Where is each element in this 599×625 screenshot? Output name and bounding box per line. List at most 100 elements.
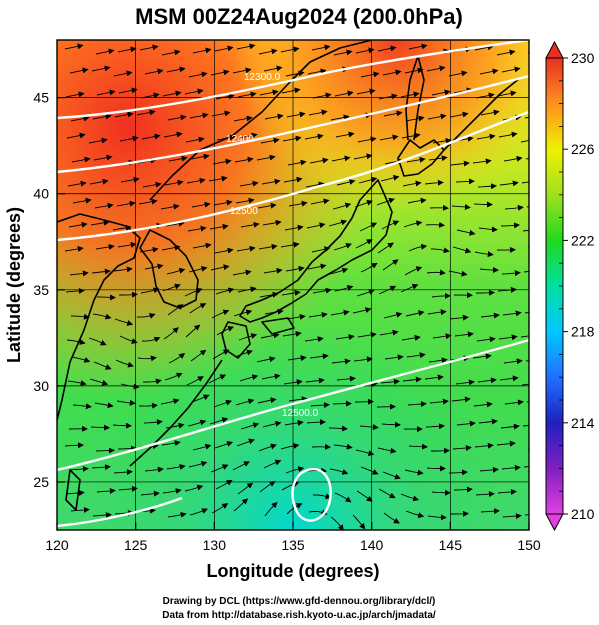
streamline-arrow bbox=[528, 93, 529, 94]
streamline-arrow bbox=[425, 423, 445, 430]
streamline-arrow bbox=[473, 201, 493, 208]
streamline-arrow bbox=[452, 444, 472, 451]
streamline-arrow bbox=[287, 355, 307, 362]
streamline-arrow bbox=[452, 246, 472, 254]
streamline-arrow bbox=[427, 309, 447, 316]
streamline-arrow bbox=[259, 481, 276, 493]
contour-label-12300: 12300.0 bbox=[244, 72, 281, 83]
colorbar-tick-label-218: 218 bbox=[571, 324, 595, 340]
streamline-arrow bbox=[499, 180, 519, 187]
streamline-arrow bbox=[524, 514, 529, 516]
streamline-arrow bbox=[476, 133, 496, 140]
streamline-arrow bbox=[330, 516, 344, 530]
streamline-arrow bbox=[216, 326, 235, 336]
streamline-arrow bbox=[235, 197, 255, 204]
streamline-arrow bbox=[383, 512, 400, 524]
coastline-japan-shikoku bbox=[261, 317, 295, 335]
streamline-arrow bbox=[431, 292, 451, 299]
streamline-arrow bbox=[281, 481, 300, 491]
streamline-arrow bbox=[71, 356, 91, 363]
streamline-arrow bbox=[378, 488, 396, 499]
streamline-arrow bbox=[262, 420, 282, 428]
streamline-arrow bbox=[504, 399, 524, 406]
streamline-arrow bbox=[118, 87, 138, 94]
streamline-arrow bbox=[360, 466, 379, 475]
streamline-arrow bbox=[408, 443, 428, 450]
colorbar-tick-label-226: 226 bbox=[571, 141, 595, 157]
streamline-arrow bbox=[70, 506, 90, 513]
streamline-arrow bbox=[404, 67, 424, 74]
streamline-arrow bbox=[503, 358, 523, 365]
streamline-arrow bbox=[287, 159, 307, 166]
streamline-arrow bbox=[211, 503, 229, 514]
streamline-arrow bbox=[119, 335, 138, 344]
streamline-arrow bbox=[215, 287, 235, 295]
streamline-arrow bbox=[211, 309, 230, 319]
map-title: MSM 00Z24Aug2024 (200.0hPa) bbox=[135, 4, 463, 29]
streamline-arrow bbox=[184, 88, 204, 95]
streamline-arrow bbox=[236, 245, 256, 252]
streamline-arrow bbox=[450, 160, 470, 167]
streamline-arrow bbox=[308, 109, 328, 116]
streamline-arrow bbox=[503, 155, 523, 162]
streamline-arrow bbox=[64, 442, 84, 449]
streamline-arrow bbox=[119, 135, 139, 142]
streamline-arrow bbox=[261, 178, 281, 185]
streamline-arrow bbox=[69, 67, 89, 74]
streamline-arrow bbox=[264, 113, 284, 120]
streamline-arrow bbox=[137, 355, 157, 362]
streamline-arrow bbox=[498, 334, 518, 341]
streamline-arrow bbox=[210, 464, 229, 473]
streamline-arrow bbox=[355, 449, 375, 457]
streamline-arrow bbox=[472, 158, 492, 165]
streamline-arrow bbox=[188, 460, 208, 468]
contour-southwest bbox=[57, 496, 183, 528]
streamline-arrow bbox=[455, 178, 475, 185]
streamline-arrow bbox=[281, 289, 301, 296]
streamline-arrow bbox=[405, 115, 425, 122]
streamline-arrow bbox=[377, 242, 394, 254]
streamline-arrow bbox=[257, 397, 277, 404]
streamline-arrow bbox=[89, 178, 109, 185]
streamline-arrow bbox=[236, 438, 255, 447]
streamline-arrow bbox=[288, 200, 308, 207]
streamline-arrow bbox=[263, 65, 283, 72]
streamline-arrow bbox=[191, 201, 211, 208]
streamline-arrow bbox=[520, 140, 529, 143]
streamline-arrow bbox=[260, 332, 280, 339]
streamline-arrow bbox=[311, 44, 331, 51]
streamline-arrow bbox=[256, 356, 276, 363]
streamline-arrow bbox=[72, 403, 92, 410]
streamline-arrow bbox=[427, 113, 447, 120]
streamline-arrow bbox=[359, 424, 379, 431]
streamline-arrow bbox=[261, 373, 281, 380]
streamline-arrow bbox=[380, 174, 400, 182]
streamline-arrow bbox=[331, 358, 351, 365]
streamline-arrow bbox=[144, 466, 164, 473]
streamline-arrow bbox=[117, 445, 137, 452]
streamline-arrow bbox=[67, 380, 87, 386]
streamline-arrow bbox=[208, 374, 227, 384]
streamline-arrow bbox=[501, 464, 521, 471]
coastline-ryukyu bbox=[129, 359, 223, 467]
streamline-arrow bbox=[92, 113, 112, 120]
streamline-arrow bbox=[405, 510, 425, 519]
streamline-arrow bbox=[144, 263, 164, 270]
streamline-arrow bbox=[214, 440, 234, 449]
streamline-arrow bbox=[382, 69, 402, 76]
coastline-japan-kyushu bbox=[221, 321, 251, 359]
streamline-arrow bbox=[235, 398, 255, 406]
streamline-arrow bbox=[384, 354, 404, 361]
streamline-arrow bbox=[190, 153, 210, 160]
streamline-arrow bbox=[431, 89, 451, 96]
streamline-arrow bbox=[160, 203, 180, 210]
streamline-arrow bbox=[378, 93, 398, 100]
streamline-arrow bbox=[379, 134, 399, 141]
streamline-arrow bbox=[163, 327, 179, 340]
streamline-arrow bbox=[214, 45, 234, 52]
streamline-arrow bbox=[306, 222, 326, 229]
height-contours bbox=[57, 40, 529, 528]
streamline-arrow bbox=[168, 155, 188, 162]
contour-label-12500: 12500 bbox=[230, 206, 258, 217]
streamline-arrow bbox=[307, 263, 327, 270]
